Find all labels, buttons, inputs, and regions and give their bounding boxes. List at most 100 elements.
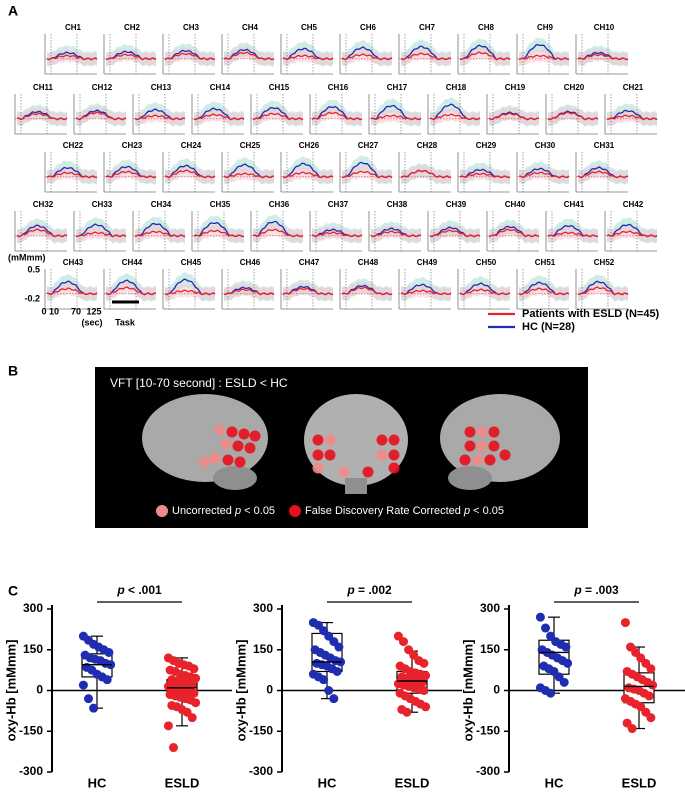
channel-dot [488,440,500,452]
sd-band [165,284,215,301]
data-point [561,642,571,652]
esld-curve [459,288,511,296]
data-point [187,713,197,723]
sd-band [578,281,628,301]
sd-band [135,225,185,243]
esld-curve [459,172,511,179]
sd-band [460,46,510,66]
data-point [646,713,656,723]
channel-label: CH52 [594,258,615,267]
channel-label: CH1 [65,23,82,32]
esld-curve [341,53,393,61]
y-unit: (mMmm) [8,252,46,262]
channel-dot [338,466,350,478]
legend-label: HC (N=28) [522,321,575,333]
y-tick-label: 0.5 [27,264,40,274]
x-tick-label: ESLD [395,775,430,790]
channel-label: CH14 [210,83,231,92]
channel-dot [214,424,226,436]
brain-front [304,394,408,494]
channel-dot [476,426,488,438]
esld-curve [370,114,422,121]
sd-band [253,223,303,243]
esld-curve [16,228,68,238]
y-tick-label: 300 [23,601,43,615]
channel-label: CH33 [92,200,113,209]
legend-part: False Discovery Rate Corrected [305,505,464,517]
sd-band [430,108,480,126]
data-point [563,658,573,668]
y-tick-label: 150 [480,642,500,656]
panel-b-title: VFT [10-70 second] : ESLD < HC [110,376,288,390]
channel-dot [459,454,471,466]
x-tick-label: 70 [71,306,81,316]
sd-band [253,107,303,126]
y-tick-label: 300 [253,601,273,615]
data-point [324,686,334,695]
sd-band [519,282,569,301]
sd-band [76,226,126,243]
esld-curve [134,230,186,238]
x-tick-label: HC [545,775,564,790]
channel-label: CH38 [387,200,408,209]
channel-dot [232,440,244,452]
sd-band [401,47,451,66]
channel-label: CH20 [564,83,585,92]
legend-swatch [156,505,168,517]
esld-curve [16,112,68,121]
channel-dot [312,434,324,446]
data-point [419,686,429,695]
sd-band [224,283,274,301]
sd-band [165,47,215,66]
sd-band [106,48,156,66]
sd-band [548,226,598,243]
sd-band [460,167,510,184]
y-tick-label: 0 [493,683,500,697]
data-point [169,743,178,753]
channel-dot [376,449,388,461]
channel-label: CH9 [537,23,554,32]
channel-label: CH3 [183,23,200,32]
channel-label: CH39 [446,200,467,209]
data-point [191,673,201,683]
y-tick-label: 0 [266,683,273,697]
data-point [102,675,112,685]
esld-curve [164,169,216,179]
channel-dot [476,440,488,452]
y-tick-label: 0 [36,683,43,697]
channel-label: CH5 [301,23,318,32]
sd-band [342,165,392,184]
data-point [559,677,569,687]
annotation-part: p [346,583,354,597]
legend-part: p [463,505,470,517]
panel-label: B [8,363,18,379]
esld-curve [311,231,363,238]
channel-label: CH49 [417,258,438,267]
channel-label: CH44 [122,258,143,267]
y-axis-title: oxy-Hb [mMmm] [3,640,18,742]
channel-label: CH24 [181,141,202,150]
sd-band [135,109,185,126]
data-point [329,694,339,704]
esld-curve [606,230,658,238]
channel-dot [376,434,388,446]
x-unit: (sec) [81,317,102,327]
channel-dot [472,454,484,466]
channel-label: CH2 [124,23,141,32]
data-point [421,671,431,681]
data-point [319,675,329,685]
x-tick-label: 10 [49,306,59,316]
sd-band [283,166,333,184]
data-point [419,658,429,668]
y-tick-label: 150 [23,642,43,656]
sd-band [76,106,126,126]
channel-label: CH46 [240,258,261,267]
esld-curve [193,113,245,121]
data-point [402,707,412,717]
esld-curve [370,230,422,238]
channel-dot [324,449,336,461]
sd-band [489,223,539,243]
esld-curve [488,228,540,238]
channel-label: CH10 [594,23,615,32]
